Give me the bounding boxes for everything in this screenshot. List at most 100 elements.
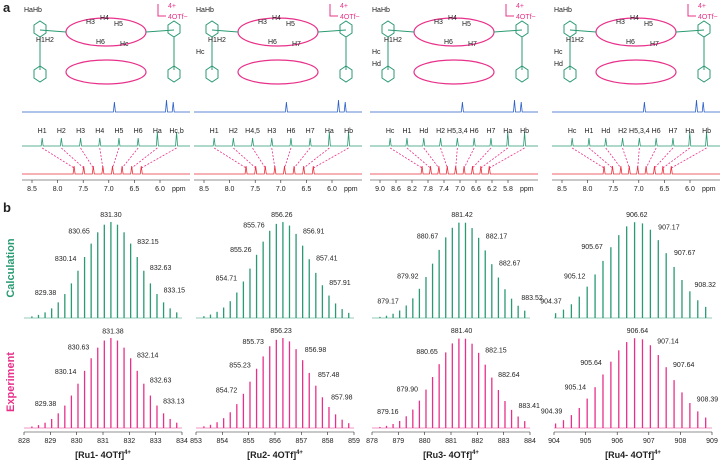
compound-charge: 4+: [654, 450, 661, 456]
ligand-arm: [205, 20, 219, 83]
peak-label: 830.14: [55, 369, 77, 376]
compound-label: [Ru3- 4OTf]4+: [423, 450, 479, 460]
assignment-line: [654, 147, 674, 169]
proton-label: H6: [134, 128, 143, 135]
assignment-line: [489, 147, 525, 169]
tick-label: 857: [295, 438, 307, 445]
peak-label: 855.23: [229, 362, 251, 369]
tick-label: 859: [348, 438, 360, 445]
compound-name: [Ru2- 4OTf]: [247, 450, 296, 460]
macrocycle: [413, 17, 495, 47]
nmr-trace: [22, 99, 190, 113]
peak-label: 830.65: [68, 229, 90, 236]
tick-label: 834: [176, 438, 188, 445]
tick-label: 8.6: [391, 186, 401, 193]
peak-label: 881.42: [451, 212, 473, 219]
peak-label: 880.67: [417, 234, 439, 241]
tick-label: 832: [123, 438, 135, 445]
peak-label: 854.72: [216, 387, 238, 394]
structure-label: H1H2: [36, 37, 54, 44]
peak-label: 880.65: [416, 349, 438, 356]
tick-label: 7.0: [276, 186, 286, 193]
tick-label: 908: [675, 438, 687, 445]
proton-label: H6: [652, 128, 661, 135]
tick-label: 883: [498, 438, 510, 445]
peak-label: 832.63: [150, 378, 172, 385]
tick-label: 909: [706, 438, 718, 445]
structure-label: H5: [114, 21, 123, 28]
assignment-line: [293, 147, 311, 169]
assignment-line: [480, 147, 508, 169]
connector: [317, 29, 347, 33]
structure-label: H1H2: [566, 37, 584, 44]
tick-label: 907: [643, 438, 655, 445]
peak-label: 879.17: [377, 298, 399, 305]
connector: [493, 29, 523, 33]
tick-label: 6.0: [685, 186, 695, 193]
proton-label: H6: [286, 128, 295, 135]
assignment-line: [99, 147, 104, 169]
peak-label: 882.64: [498, 372, 520, 379]
tick-label: 878: [366, 438, 378, 445]
proton-label: H3: [76, 128, 85, 135]
compound-label: [Ru1- 4OTf]4+: [75, 450, 131, 460]
structure-label: H5: [462, 21, 471, 28]
tick-label: 9.0: [375, 186, 385, 193]
proton-label: H3: [267, 128, 276, 135]
proton-label: Hb: [344, 128, 353, 135]
proton-label: Hd: [419, 128, 428, 135]
assignment-line: [61, 147, 84, 169]
assignment-line: [440, 147, 448, 169]
tick-label: 8.5: [27, 186, 37, 193]
assignment-line: [406, 147, 431, 169]
proton-label: H1: [584, 128, 593, 135]
assignment-line: [233, 147, 256, 169]
tick-label: 7.0: [634, 186, 644, 193]
peak-label: 906.64: [627, 328, 649, 335]
nmr-trace: [552, 99, 720, 113]
ligand-arm: [339, 20, 353, 83]
tick-label: 854: [216, 438, 228, 445]
assignment-line: [389, 147, 423, 169]
compound-name: [Ru4- 4OTf]: [605, 450, 654, 460]
peak-label: 907.17: [658, 224, 680, 231]
connector: [675, 29, 705, 33]
assignment-line: [662, 147, 690, 169]
tick-label: 8.0: [53, 186, 63, 193]
proton-label: H2: [57, 128, 66, 135]
structure-label: H4: [630, 15, 639, 22]
structure-label: H5: [644, 21, 653, 28]
peak-label: 857.98: [331, 394, 353, 401]
tick-label: 831: [97, 438, 109, 445]
proton-label: H7: [486, 128, 495, 135]
proton-label: H1: [402, 128, 411, 135]
tick-label: 881: [445, 438, 457, 445]
nmr-trace: [552, 131, 720, 147]
ligand-arm: [33, 20, 47, 83]
assignment-line: [41, 147, 75, 169]
connector: [145, 29, 175, 33]
assignment-line: [271, 147, 276, 169]
tick-label: 904: [548, 438, 560, 445]
structure-label: H3: [258, 19, 267, 26]
nmr-trace: [22, 165, 190, 175]
assignment-line: [622, 147, 630, 169]
charge: 4+: [516, 3, 524, 10]
peak-label: 881.40: [451, 328, 473, 335]
panel-label: b: [3, 200, 11, 215]
nmr-trace: [370, 131, 538, 147]
tick-label: 6.5: [130, 186, 140, 193]
counterion: 4OTf−: [340, 14, 360, 21]
structure-label: H6: [268, 39, 277, 46]
structure-label: H6: [626, 39, 635, 46]
peak-label: 905.12: [564, 273, 586, 280]
proton-label: H5,3,4: [447, 128, 468, 135]
structure-label: H6: [444, 39, 453, 46]
compound-name: [Ru3- 4OTf]: [423, 450, 472, 460]
tick-label: 7.5: [608, 186, 618, 193]
assignment-line: [588, 147, 613, 169]
tick-label: 6.6: [471, 186, 481, 193]
peak-label: 829.38: [35, 401, 57, 408]
charge-bracket: [329, 4, 338, 17]
tick-label: 882: [471, 438, 483, 445]
